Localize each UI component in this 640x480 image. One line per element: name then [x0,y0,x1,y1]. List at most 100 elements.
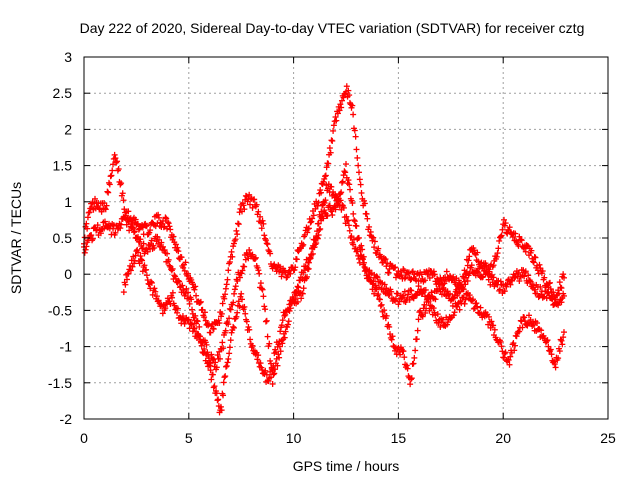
data-point [252,254,259,261]
data-point [512,230,519,237]
data-point [223,363,230,370]
data-point [411,354,418,361]
data-point [525,272,532,279]
data-point [471,247,478,254]
data-point [450,312,457,319]
data-point [515,269,522,276]
data-point [231,290,238,297]
data-point [238,270,245,277]
data-point [408,375,415,382]
data-point [375,245,382,252]
data-point [384,260,391,267]
data-point [123,276,130,283]
data-point [238,290,245,297]
data-point [318,208,325,215]
data-point [366,223,373,230]
data-point [153,293,160,300]
data-point [287,270,294,277]
data-point [517,236,524,243]
data-point [495,245,502,252]
data-point [241,206,248,213]
data-point [164,219,171,226]
data-point [386,323,393,330]
data-point [103,202,110,209]
data-point [490,322,497,329]
data-point [485,313,492,320]
data-point [353,146,360,153]
data-point [332,206,339,213]
data-point [497,278,504,285]
data-point [498,343,505,350]
data-point [160,243,167,250]
data-point [171,272,178,279]
data-point [499,226,506,233]
data-point [376,296,383,303]
data-point [94,222,101,229]
data-point [405,291,412,298]
data-point [438,281,445,288]
data-point [226,305,233,312]
data-point [488,318,495,325]
data-point [373,285,380,292]
data-point [330,127,337,134]
data-point [534,320,541,327]
data-point [560,292,567,299]
data-point [544,288,551,295]
data-point [223,281,230,288]
data-point [276,263,283,270]
data-point [346,227,353,234]
data-point [547,346,554,353]
data-point [141,262,148,269]
data-point [355,234,362,241]
data-point [222,373,229,380]
data-point [215,396,222,403]
data-point [473,300,480,307]
data-point [179,313,186,320]
data-point [132,216,139,223]
data-point [470,296,477,303]
data-point [155,211,162,218]
data-point [186,300,193,307]
data-point [261,303,268,310]
data-point [264,241,271,248]
data-point [307,219,314,226]
data-point [415,283,422,290]
data-point [443,268,450,275]
data-point [413,292,420,299]
data-point [191,325,198,332]
data-point [338,189,345,196]
data-point [322,172,329,179]
data-point [490,274,497,281]
data-point [327,149,334,156]
data-point [262,237,269,244]
data-point [342,169,349,176]
data-point [308,218,315,225]
data-point [560,274,567,281]
data-point [343,161,349,168]
data-point [383,312,390,319]
data-point [234,309,241,316]
data-point [102,206,109,213]
y-tick-label: -0.5 [48,302,72,318]
data-point [521,273,528,280]
data-point [255,208,262,215]
data-point [129,224,136,231]
data-point [350,210,357,217]
data-point [315,199,322,206]
data-point [401,354,408,361]
data-point [163,215,170,222]
data-point [243,318,250,325]
data-point [219,339,226,346]
data-point [203,351,210,358]
data-point [346,92,353,99]
data-point [521,314,528,321]
data-point [431,309,438,316]
x-tick-label: 20 [495,430,511,446]
data-point [181,267,188,274]
data-point [539,268,546,275]
data-point [501,288,508,295]
data-point [321,199,328,206]
data-point [140,240,147,247]
data-point [272,349,279,356]
data-point [560,334,567,341]
